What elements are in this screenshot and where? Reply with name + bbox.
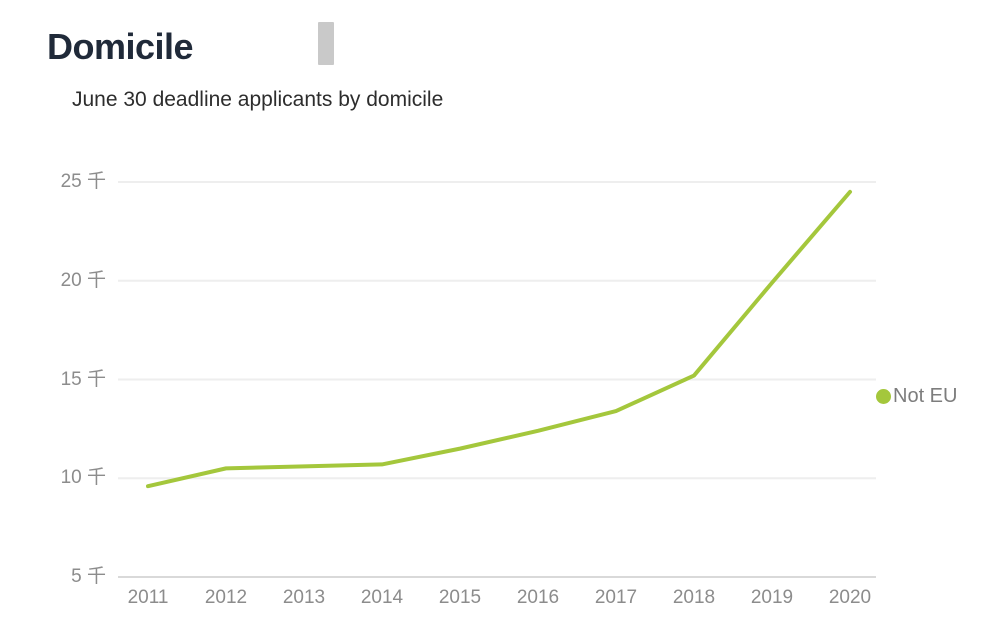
x-axis-tick-label: 2013 xyxy=(282,587,326,608)
legend-item-not-eu[interactable]: Not EU xyxy=(876,384,957,408)
gray-marker-bar xyxy=(318,22,334,65)
chart-subtitle: June 30 deadline applicants by domicile xyxy=(72,88,444,111)
y-axis-tick-label: 15 千 xyxy=(60,368,106,390)
x-axis-tick-label: 2015 xyxy=(438,587,482,608)
y-axis-tick-label: 10 千 xyxy=(60,467,106,489)
legend-label: Not EU xyxy=(893,384,958,407)
x-axis-tick-label: 2018 xyxy=(672,587,716,608)
x-axis-tick-label: 2019 xyxy=(750,587,794,608)
series-line-not-eu xyxy=(146,189,852,489)
y-axis-tick-label: 5 千 xyxy=(71,566,106,587)
x-axis-tick-label: 2020 xyxy=(828,587,872,608)
x-axis-tick-label: 2017 xyxy=(594,587,638,608)
page-title: Domicile xyxy=(47,26,194,67)
x-axis-tick-label: 2011 xyxy=(127,587,169,608)
y-axis-tick-label: 20 千 xyxy=(60,269,106,291)
x-axis-tick-label: 2014 xyxy=(360,587,404,608)
x-axis-tick-label: 2012 xyxy=(204,587,248,608)
x-axis-tick-label: 2016 xyxy=(516,587,560,608)
legend-dot-icon xyxy=(876,388,891,404)
y-axis-tick-label: 25 千 xyxy=(60,171,106,192)
